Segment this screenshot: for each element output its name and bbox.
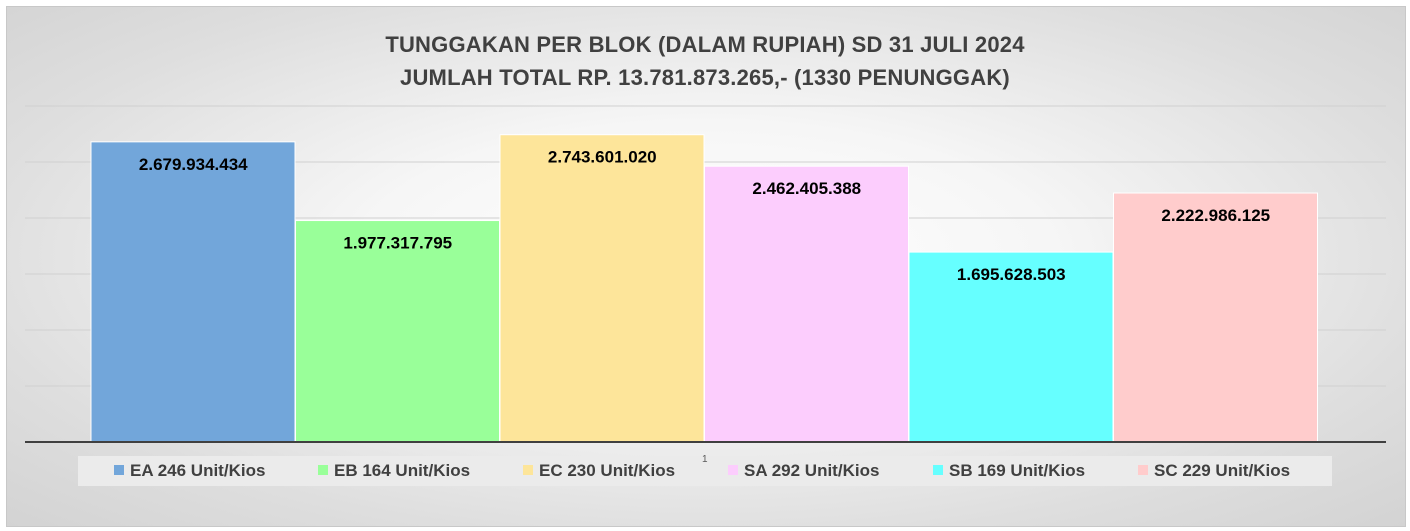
legend-label: EC 230 Unit/Kios	[539, 461, 676, 480]
legend-label: EB 164 Unit/Kios	[334, 461, 471, 480]
legend-swatch	[1138, 465, 1148, 475]
data-label: 2.679.934.434	[139, 155, 248, 174]
legend-label: SC 229 Unit/Kios	[1154, 461, 1291, 480]
bar-ea	[90, 141, 296, 443]
data-label: 2.222.986.125	[1161, 206, 1270, 225]
data-label: 1.977.317.795	[343, 234, 452, 253]
bar-labels: 2.679.934.434 1.977.317.795 2.743.601.020 2…	[139, 148, 1270, 284]
bar-sc	[1113, 192, 1318, 443]
legend-item: SC 229 Unit/Kios	[1138, 456, 1290, 486]
legend: EA 246 Unit/Kios EB 164 Unit/Kios EC 230 U…	[78, 456, 1332, 486]
legend-label: SB 169 Unit/Kios	[949, 461, 1086, 480]
legend-swatch	[523, 465, 533, 475]
page-number: 1	[702, 454, 708, 465]
bars	[90, 134, 1318, 443]
data-label: 2.462.405.388	[752, 179, 861, 198]
legend-item: EB 164 Unit/Kios	[318, 456, 470, 486]
bar-sa	[704, 165, 909, 443]
bar-ec	[499, 134, 705, 443]
chart-title: TUNGGAKAN PER BLOK (DALAM RUPIAH) SD 31 …	[385, 32, 1025, 57]
legend-swatch	[728, 465, 738, 475]
legend-item: EA 246 Unit/Kios	[114, 456, 265, 486]
data-label: 2.743.601.020	[548, 148, 657, 167]
legend-label: SA 292 Unit/Kios	[744, 461, 880, 480]
legend-item: EC 230 Unit/Kios	[523, 456, 675, 486]
bar-sb	[908, 251, 1114, 443]
data-label: 1.695.628.503	[957, 265, 1066, 284]
bar-eb	[295, 220, 500, 443]
chart-subtitle: JUMLAH TOTAL RP. 13.781.873.265,- (1330 …	[400, 65, 1010, 90]
legend-swatch	[933, 465, 943, 475]
legend-item: SB 169 Unit/Kios	[933, 456, 1085, 486]
legend-swatch	[318, 465, 328, 475]
legend-label: EA 246 Unit/Kios	[130, 461, 266, 480]
legend-item: SA 292 Unit/Kios	[728, 456, 879, 486]
legend-swatch	[114, 465, 124, 475]
